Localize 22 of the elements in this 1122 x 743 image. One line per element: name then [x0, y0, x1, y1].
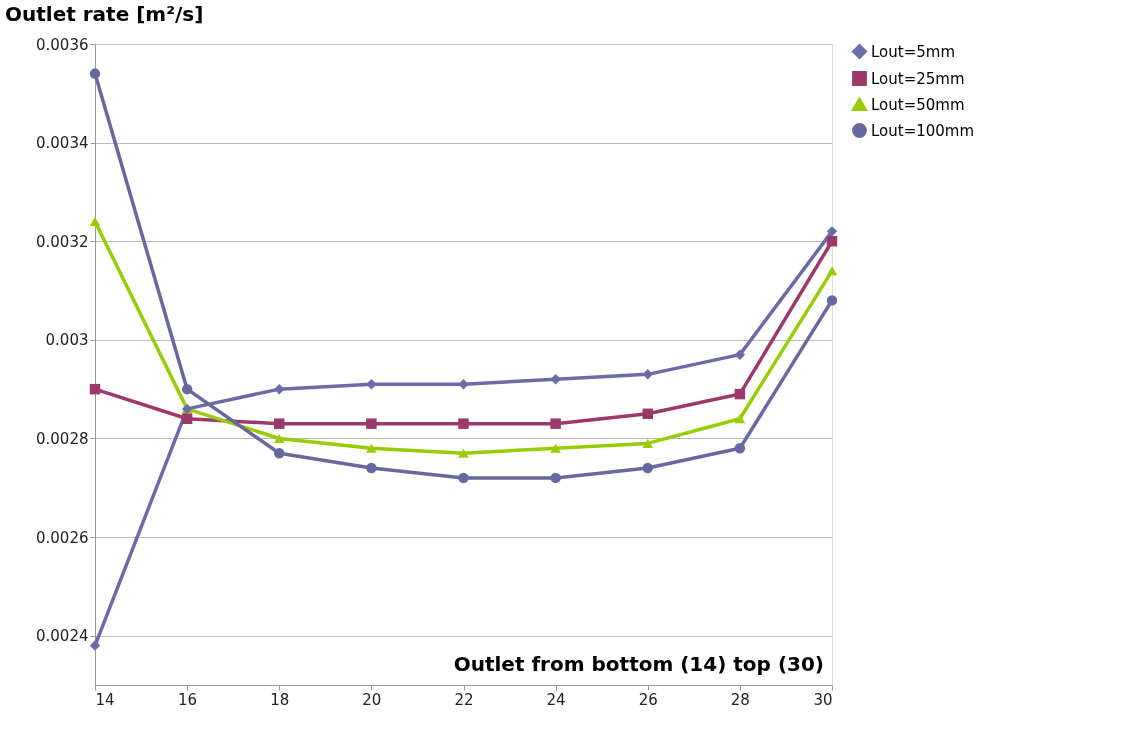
legend-label: Lout=50mm: [871, 95, 965, 114]
y-tick-label: 0.0036: [36, 35, 89, 54]
x-tick-label: 20: [362, 690, 382, 709]
x-tick-label: 16: [178, 690, 198, 709]
x-tick-label: 24: [546, 690, 566, 709]
y-tick-label: 0.0034: [36, 134, 89, 153]
y-tick-label: 0.003: [45, 331, 89, 350]
x-tick-label: 28: [730, 690, 750, 709]
y-tick-label: 0.0026: [36, 528, 89, 547]
x-tick-label: 30: [813, 690, 833, 709]
y-tick-label: 0.0028: [36, 429, 89, 448]
legend-label: Lout=100mm: [871, 121, 975, 140]
y-tick-label: 0.0024: [36, 627, 89, 646]
y-tick-label: 0.0032: [36, 232, 89, 251]
x-tick-label: 14: [95, 690, 115, 709]
x-axis-title: Outlet from bottom (14) top (30): [453, 652, 824, 676]
y-axis-title: Outlet rate [m²/s]: [5, 2, 204, 26]
x-tick-label: 18: [270, 690, 290, 709]
x-tick-label: 22: [454, 690, 474, 709]
legend-label: Lout=25mm: [871, 69, 965, 88]
legend-label: Lout=5mm: [871, 42, 955, 61]
x-tick-label: 26: [638, 690, 658, 709]
